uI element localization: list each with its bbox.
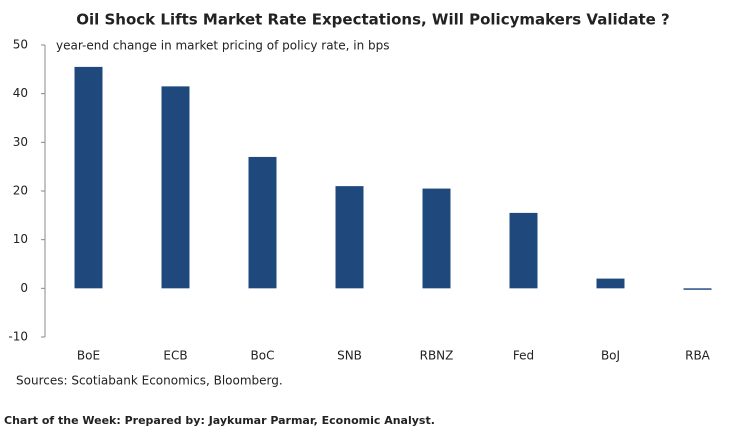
bar — [161, 86, 190, 289]
bar — [596, 278, 625, 289]
source-note: Sources: Scotiabank Economics, Bloomberg… — [16, 374, 283, 388]
x-tick-label: RBNZ — [420, 349, 454, 363]
y-tick-label: 10 — [13, 232, 28, 246]
bar — [74, 66, 103, 289]
x-tick-label: SNB — [337, 349, 362, 363]
y-tick-label: 0 — [20, 281, 28, 295]
y-tick-label: 40 — [13, 86, 28, 100]
x-tick-label: BoC — [251, 349, 275, 363]
bar — [509, 212, 538, 289]
bar — [248, 156, 277, 289]
x-tick-label: RBA — [685, 349, 711, 363]
x-tick-label: Fed — [513, 349, 534, 363]
x-tick-label: BoE — [77, 349, 100, 363]
y-tick-label: 50 — [13, 38, 28, 52]
y-tick-label: -10 — [8, 330, 28, 344]
bar — [683, 288, 712, 290]
x-tick-label: ECB — [163, 349, 187, 363]
bar — [335, 186, 364, 289]
y-tick-label: 30 — [13, 135, 28, 149]
y-tick-label: 20 — [13, 184, 28, 198]
footer: Chart of the Week: Prepared by: Jaykumar… — [4, 414, 435, 427]
x-tick-label: BoJ — [601, 349, 620, 363]
chart-subtitle: year-end change in market pricing of pol… — [56, 39, 390, 53]
bar — [422, 188, 451, 289]
chart-title: Oil Shock Lifts Market Rate Expectations… — [76, 11, 669, 29]
